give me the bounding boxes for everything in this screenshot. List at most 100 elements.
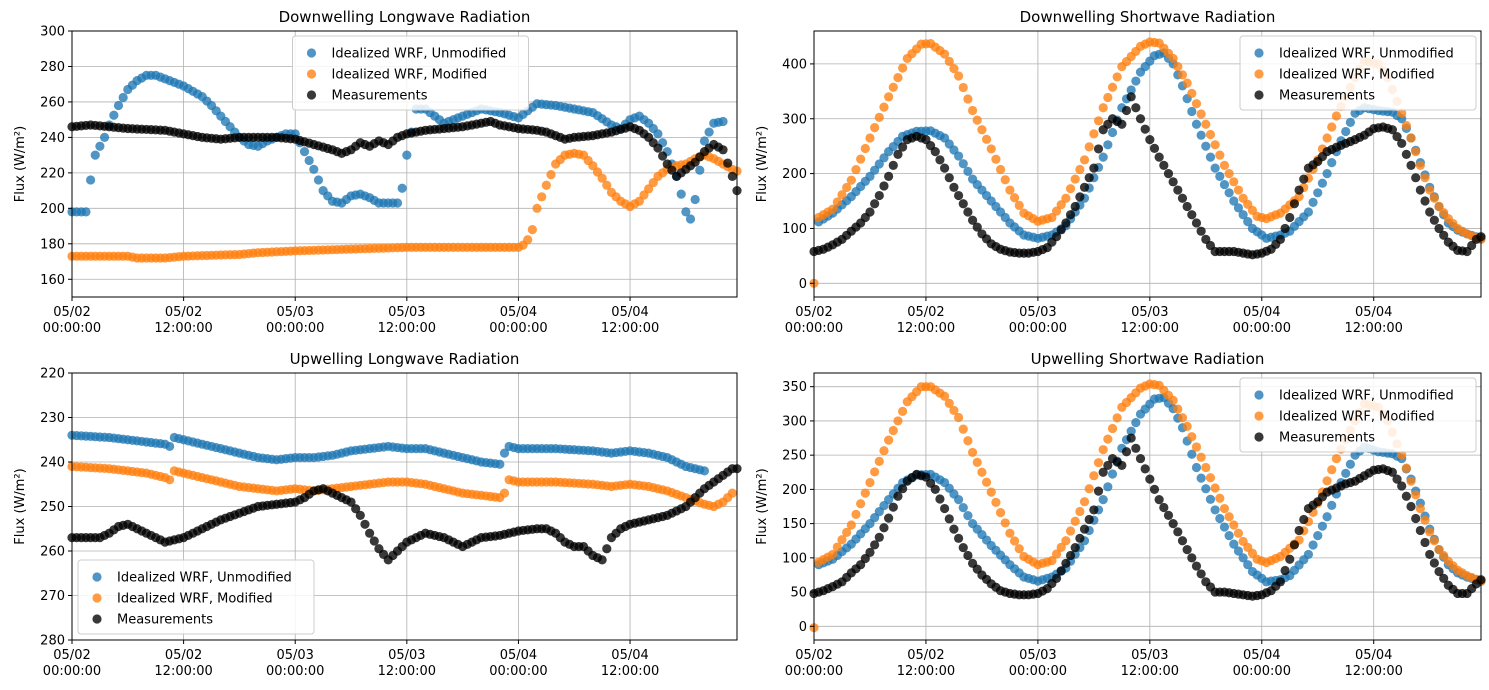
data-point [940,503,950,514]
data-point [1280,565,1290,576]
data-point [1397,481,1407,491]
data-point [865,477,875,488]
y-tick-label: 220 [40,367,65,382]
y-tick-label: 200 [782,483,807,498]
data-point [967,447,978,458]
data-point [963,94,973,104]
data-point [653,143,663,153]
x-tick-time: 12:00:00 [1345,664,1403,679]
data-point [930,484,940,494]
data-point [846,175,856,185]
data-point [527,225,537,235]
data-point [1397,138,1407,149]
data-point [860,143,870,154]
data-point [995,164,1006,175]
data-point [1308,197,1318,207]
data-point [1303,207,1314,217]
x-tick-time: 12:00:00 [897,664,955,679]
legend-label: Measurements [117,613,213,628]
y-tick-label: 240 [40,131,65,146]
data-point [1420,537,1430,548]
data-point [1159,502,1169,513]
data-point [930,147,940,157]
data-point [1187,106,1197,117]
data-point [949,64,959,74]
data-point [1182,545,1192,555]
y-axis-label: Flux (W/m²) [13,126,28,202]
data-point [499,488,510,498]
data-point [1145,134,1155,145]
data-point [856,154,866,164]
data-point [1061,193,1071,203]
data-point [958,159,968,169]
data-point [1196,569,1206,579]
data-point [1303,549,1314,560]
data-point [1401,491,1411,501]
data-point [365,528,375,538]
data-point [1191,218,1202,228]
data-point [718,145,728,155]
data-point [1233,546,1244,556]
data-point [1177,70,1188,80]
data-point [1308,540,1318,550]
x-tick-date: 05/04 [1243,305,1280,320]
data-point [1051,573,1062,583]
legend-marker [1254,90,1264,100]
data-point [865,133,875,143]
axes-frame [71,30,738,298]
data-point [995,508,1006,518]
legend-marker [1254,390,1264,400]
y-tick-label: 400 [782,57,807,72]
data-point [1191,462,1202,473]
data-point [1084,514,1094,525]
data-point [1196,452,1206,462]
data-point [1135,453,1146,464]
data-point [884,513,894,523]
chart-title: Downwelling Longwave Radiation [279,8,531,26]
data-point [1401,121,1411,131]
x-tick-time: 12:00:00 [1345,321,1403,336]
data-point [958,424,968,434]
legend-label: Idealized WRF, Modified [1279,410,1435,425]
data-point [1047,555,1057,566]
data-point [1187,553,1197,563]
y-tick-label: 0 [799,620,807,635]
x-tick-time: 00:00:00 [489,664,547,679]
data-point [1420,515,1430,525]
data-point [870,540,880,550]
data-point [949,405,959,416]
series-measurements [809,433,1486,601]
x-tick-date: 05/03 [388,648,425,663]
y-tick-label: 300 [782,112,807,127]
axes-frame [813,30,1482,298]
legend: Idealized WRF, Unmodified Idealized WRF, … [1239,35,1477,111]
data-point [532,203,542,213]
data-point [1089,129,1099,139]
x-tick-time: 12:00:00 [601,664,659,679]
data-point [1219,503,1230,514]
data-point [981,477,992,487]
legend-marker [1254,432,1264,442]
data-point [1341,126,1351,137]
data-point [1224,169,1234,179]
data-point [1215,493,1225,503]
data-point [653,129,663,139]
data-point [1415,185,1425,195]
data-point [1285,212,1295,223]
x-tick-date: 05/02 [53,648,90,663]
data-point [893,491,903,501]
data-point [879,446,889,456]
data-point [1098,152,1108,162]
y-tick-label: 100 [782,222,807,237]
data-point [1154,495,1164,505]
data-point [1005,528,1015,538]
data-point [1327,500,1337,510]
data-point [851,509,861,519]
data-point [1345,117,1355,128]
data-point [1149,143,1160,153]
data-point [1294,525,1304,536]
data-point [1140,124,1150,134]
data-point [165,475,175,485]
data-point [1196,226,1206,236]
data-point [1439,230,1449,240]
